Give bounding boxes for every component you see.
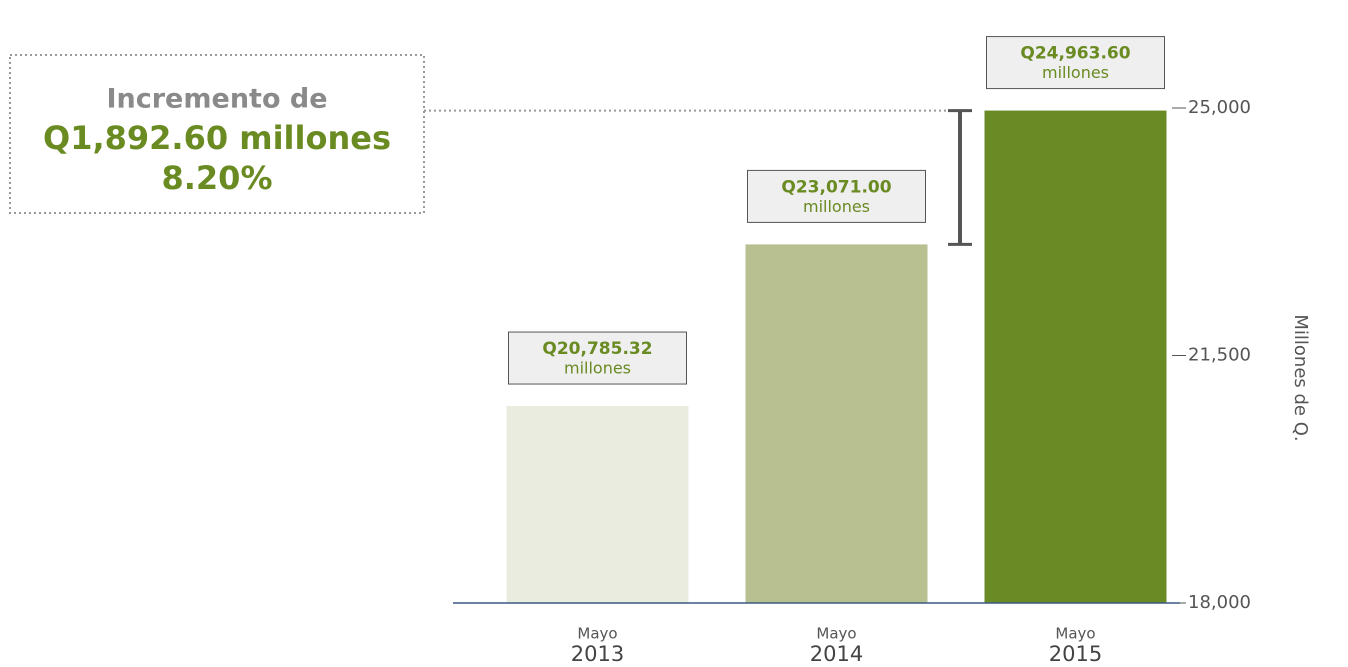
annotation-title: Incremento de — [106, 84, 327, 115]
bar — [506, 406, 689, 603]
value-label-box — [508, 331, 687, 385]
value-label: Q24,963.60 — [1020, 44, 1130, 64]
bar — [745, 244, 928, 604]
y-tick-label: 21,500 — [1188, 345, 1251, 366]
y-tick-label: 18,000 — [1188, 592, 1251, 613]
value-label: Q20,785.32 — [542, 339, 652, 359]
value-label-box — [747, 169, 926, 223]
x-tick-label: 2015 — [1049, 642, 1102, 666]
bar — [984, 110, 1167, 603]
annotation-box — [9, 54, 425, 214]
x-tick-month: Mayo — [577, 625, 617, 643]
annotation-percent: 8.20% — [161, 159, 272, 197]
value-unit-label: millones — [564, 359, 631, 378]
value-label: Q23,071.00 — [781, 177, 891, 197]
value-unit-label: millones — [1042, 63, 1109, 82]
x-tick-label: 2013 — [571, 642, 624, 666]
value-unit-label: millones — [803, 197, 870, 216]
y-tick-label: 25,000 — [1188, 97, 1251, 118]
annotation-amount: Q1,892.60 millones — [43, 119, 391, 157]
value-label-box — [986, 36, 1165, 90]
x-tick-month: Mayo — [1055, 625, 1095, 643]
y-axis-label: Millones de Q. — [1290, 314, 1311, 441]
x-tick-label: 2014 — [810, 642, 863, 666]
x-tick-month: Mayo — [816, 625, 856, 643]
